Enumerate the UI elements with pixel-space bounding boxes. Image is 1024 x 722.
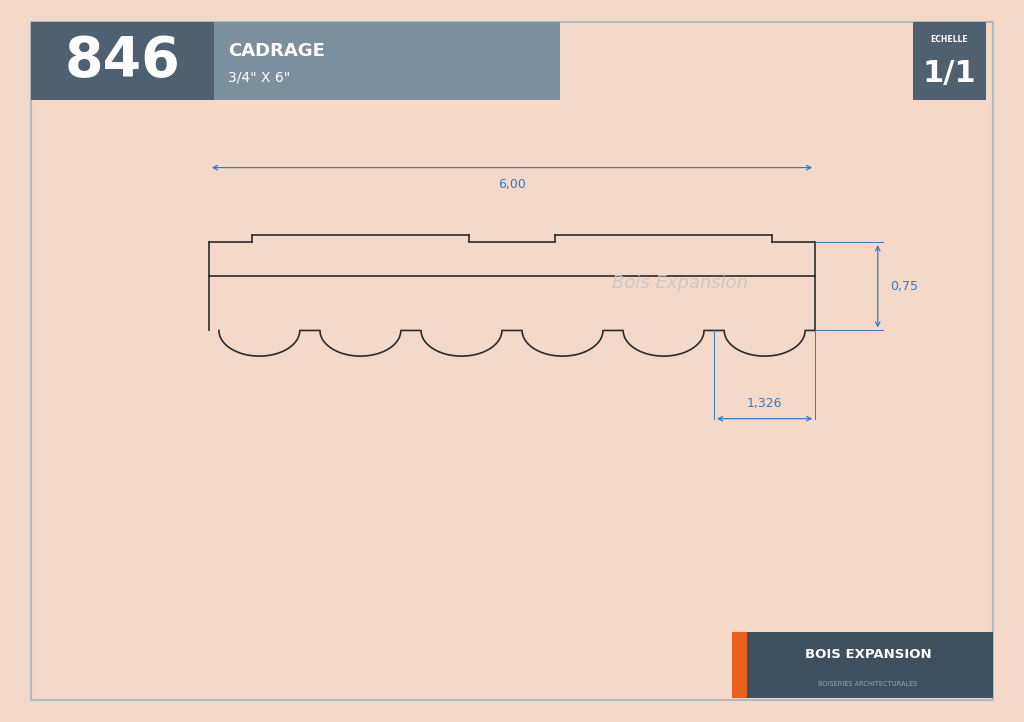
Text: 1,326: 1,326 (746, 397, 782, 410)
Text: 1/1: 1/1 (923, 59, 976, 89)
Bar (214, 22, 560, 100)
Text: 0,75: 0,75 (890, 280, 919, 293)
Bar (31, 22, 214, 100)
Text: BOIS EXPANSION: BOIS EXPANSION (805, 648, 931, 661)
Text: 6,00: 6,00 (498, 178, 526, 191)
Text: Bois Expansion: Bois Expansion (611, 274, 748, 292)
Text: 846: 846 (65, 34, 180, 87)
Bar (913, 22, 985, 100)
Text: 3/4" X 6": 3/4" X 6" (228, 71, 290, 85)
Text: BOISERIES ARCHITECTURALES: BOISERIES ARCHITECTURALES (818, 681, 918, 687)
Text: ECHELLE: ECHELLE (931, 35, 969, 44)
Bar (732, 632, 746, 698)
Text: CADRAGE: CADRAGE (228, 42, 325, 59)
